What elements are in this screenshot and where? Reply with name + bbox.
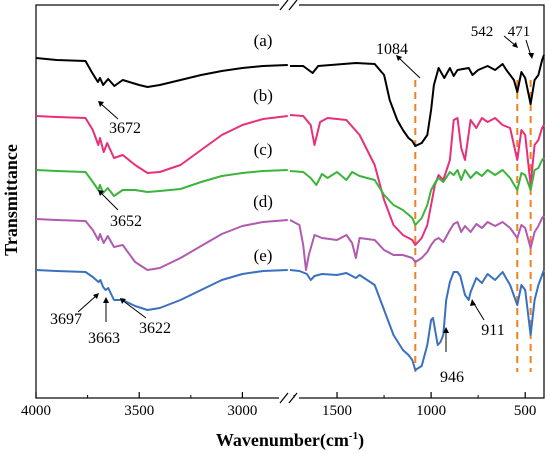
arrow-head: [528, 53, 534, 59]
x-tick-label: 4000: [21, 403, 51, 419]
peak-label-3663: 3663: [88, 330, 120, 347]
arrow-head: [396, 55, 402, 61]
peak-label-3672: 3672: [109, 120, 141, 137]
arrow-head: [120, 298, 126, 304]
x-tick-label: 3000: [227, 403, 257, 419]
series-d-left: [35, 218, 288, 271]
arrow-head: [98, 190, 104, 196]
x-tick-label: 1000: [416, 403, 446, 419]
peak-arrow-3672: [99, 102, 119, 120]
x-axis-label: Wavenumber(cm-1): [216, 430, 364, 451]
axis-break-top: [279, 0, 299, 11]
series-label-a: (a): [254, 31, 273, 50]
peak-label-1084: 1084: [376, 41, 408, 58]
axis-break-bottom: [279, 392, 299, 404]
arrow-head: [443, 327, 449, 333]
arrow-head: [98, 101, 104, 107]
series-a-right: [290, 54, 545, 147]
peak-label-3652: 3652: [110, 213, 142, 230]
peak-label-3697: 3697: [50, 311, 82, 328]
arrow-head: [470, 299, 476, 306]
series-b-left: [35, 115, 288, 174]
series-label-d: (d): [253, 192, 273, 211]
peak-arrow-3622: [121, 299, 147, 319]
arrow-head: [93, 293, 99, 299]
peak-label-542: 542: [471, 24, 494, 40]
arrow-head: [103, 297, 109, 303]
series-c-left: [35, 169, 288, 197]
series-a-left: [35, 57, 288, 88]
peak-label-946: 946: [440, 369, 464, 386]
peak-arrow-3652: [99, 191, 119, 211]
series-lines: [35, 54, 545, 371]
series-e-right: [289, 269, 545, 371]
x-tick-label: 1500: [322, 403, 352, 419]
series-label-e: (e): [254, 246, 273, 265]
series-label-b: (b): [253, 86, 273, 105]
peak-label-3622: 3622: [139, 320, 171, 337]
x-axis-ticks: 4000 3500 3000 1500 1000 500: [21, 392, 536, 419]
series-c-right: [289, 157, 545, 226]
x-tick-label: 500: [514, 403, 537, 419]
peak-arrow-1084: [398, 57, 421, 79]
arrow-head: [512, 42, 518, 48]
peak-label-471: 471: [508, 24, 531, 40]
series-b-right: [289, 114, 545, 246]
peak-label-911: 911: [481, 322, 504, 339]
x-tick-label: 3500: [124, 403, 154, 419]
series-label-c: (c): [254, 140, 273, 159]
y-axis-label: Transmittance: [1, 144, 21, 256]
series-d-right: [289, 215, 545, 271]
series-e-left: [35, 269, 288, 311]
reference-lines: [414, 80, 532, 372]
peak-arrow-3697: [77, 294, 98, 313]
